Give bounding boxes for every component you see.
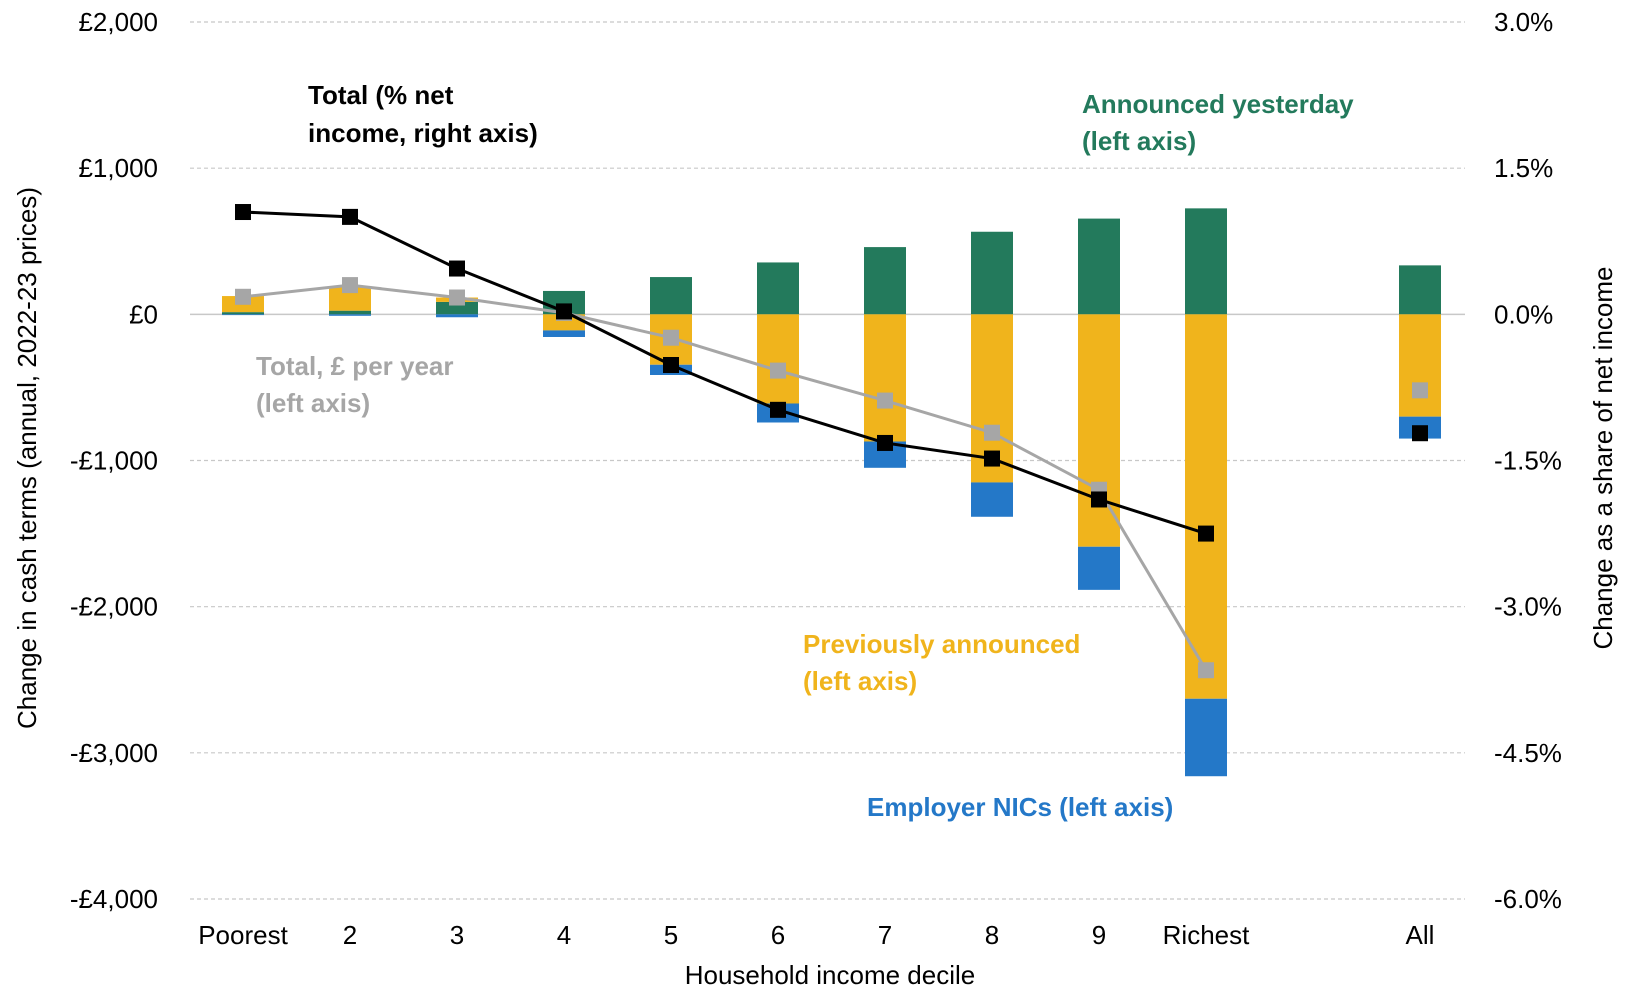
annotation-previously-announced-line2: (left axis) (803, 666, 917, 696)
y-left-tick-label: £1,000 (78, 153, 158, 183)
bar-employer-nics-left-axis (222, 314, 264, 316)
point-total-net-income-right-axis (770, 401, 786, 418)
x-axis-title: Household income decile (685, 960, 976, 990)
point-total-net-income-right-axis (877, 434, 893, 451)
y-left-tick-label: £2,000 (78, 7, 158, 37)
y-right-tick-label: 3.0% (1494, 7, 1553, 37)
x-tick-label: All (1406, 920, 1435, 950)
bar-announced-yesterday-left-axis (222, 312, 264, 315)
y-right-tick-label: -3.0% (1494, 592, 1562, 622)
x-tick-label: Richest (1163, 920, 1250, 950)
annotation-total-gbp-line1: Total, £ per year (256, 351, 454, 381)
bar-announced-yesterday-left-axis (650, 277, 692, 315)
bar-employer-nics-left-axis (971, 482, 1013, 517)
point-total-per-year-left-axis (770, 362, 786, 379)
x-tick-label: 5 (664, 920, 678, 950)
y-axis-left-title: Change in cash terms (annual, 2022-23 pr… (12, 187, 42, 729)
bar-employer-nics-left-axis (436, 314, 478, 318)
bar-previously-announced-left-axis (1185, 314, 1227, 699)
bar-announced-yesterday-left-axis (1078, 218, 1120, 315)
bar-announced-yesterday-left-axis (1399, 265, 1441, 315)
point-total-per-year-left-axis (663, 329, 679, 346)
annotation-total-gbp-line2: (left axis) (256, 388, 370, 418)
point-total-per-year-left-axis (1198, 662, 1214, 679)
y-left-tick-label: £0 (129, 299, 158, 329)
bar-previously-announced-left-axis (1399, 314, 1441, 417)
bar-employer-nics-left-axis (1078, 546, 1120, 590)
line-total-per-year-left-axis (242, 283, 1208, 672)
bar-announced-yesterday-left-axis (1185, 208, 1227, 315)
annotation-employer-nics: Employer NICs (left axis) (867, 792, 1173, 822)
annotation-total-pct-line1: Total (% net (308, 80, 454, 110)
bar-announced-yesterday-left-axis (864, 247, 906, 315)
bar-previously-announced-left-axis (864, 314, 906, 442)
y-left-tick-label: -£1,000 (70, 446, 158, 476)
x-tick-label: 3 (450, 920, 464, 950)
bar-employer-nics-left-axis (543, 330, 585, 337)
x-tick-label: 7 (878, 920, 892, 950)
point-total-per-year-left-axis (235, 288, 251, 305)
bar-previously-announced-left-axis (1078, 314, 1120, 547)
line-layer (235, 204, 1428, 679)
point-total-per-year-left-axis (342, 277, 358, 294)
x-tick-label: 9 (1092, 920, 1106, 950)
bar-announced-yesterday-left-axis (757, 262, 799, 315)
bar-employer-nics-left-axis (329, 314, 371, 316)
y-right-tick-label: -4.5% (1494, 738, 1562, 768)
bar-employer-nics-left-axis (1185, 698, 1227, 777)
x-tick-label: Poorest (198, 920, 288, 950)
bar-announced-yesterday-left-axis (436, 301, 478, 315)
bar-announced-yesterday-left-axis (329, 310, 371, 315)
y-axis-right-title: Change as a share of net income (1588, 266, 1618, 649)
point-total-per-year-left-axis (877, 392, 893, 409)
grid-layer (190, 21, 1465, 900)
point-total-net-income-right-axis (449, 260, 465, 277)
x-tick-label: 6 (771, 920, 785, 950)
tick-layer: -£4,000 -6.0% -£3,000 -4.5% -£2,000 -3.0% -£1,… (70, 7, 1562, 950)
y-left-tick-label: -£4,000 (70, 884, 158, 914)
line-total-net-income-right-axis (242, 210, 1207, 536)
point-total-net-income-right-axis (342, 208, 358, 225)
point-total-per-year-left-axis (984, 424, 1000, 441)
point-total-per-year-left-axis (449, 289, 465, 306)
point-total-net-income-right-axis (556, 303, 572, 320)
y-right-tick-label: 0.0% (1494, 299, 1553, 329)
point-total-per-year-left-axis (1412, 382, 1428, 399)
bar-previously-announced-left-axis (543, 314, 585, 331)
annotation-announced-yesterday-line1: Announced yesterday (1082, 89, 1354, 119)
y-right-tick-label: -6.0% (1494, 884, 1562, 914)
point-total-net-income-right-axis (235, 204, 251, 221)
point-total-net-income-right-axis (984, 450, 1000, 467)
y-right-tick-label: -1.5% (1494, 446, 1562, 476)
x-tick-label: 8 (985, 920, 999, 950)
x-tick-label: 2 (343, 920, 357, 950)
annotation-previously-announced-line1: Previously announced (803, 629, 1080, 659)
y-left-tick-label: -£3,000 (70, 738, 158, 768)
y-left-tick-label: -£2,000 (70, 592, 158, 622)
point-total-net-income-right-axis (1412, 425, 1428, 442)
x-tick-label: 4 (557, 920, 571, 950)
point-total-net-income-right-axis (1091, 491, 1107, 508)
point-total-net-income-right-axis (1198, 525, 1214, 542)
y-right-tick-label: 1.5% (1494, 153, 1553, 183)
bar-announced-yesterday-left-axis (971, 231, 1013, 315)
point-total-net-income-right-axis (663, 357, 679, 374)
annotation-announced-yesterday-line2: (left axis) (1082, 126, 1196, 156)
bar-previously-announced-left-axis (757, 314, 799, 404)
annotation-total-pct-line2: income, right axis) (308, 118, 538, 148)
